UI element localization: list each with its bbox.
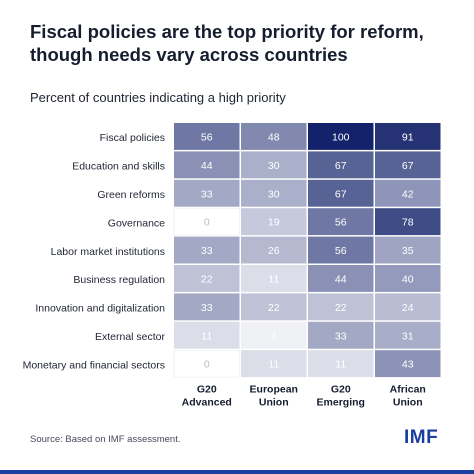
row-label: Governance xyxy=(108,217,165,229)
heatmap-cell xyxy=(241,350,307,378)
cell-value-label: 11 xyxy=(201,330,212,342)
cell-value-label: 40 xyxy=(402,273,414,285)
column-label: African xyxy=(390,384,426,396)
cell-value-label: 0 xyxy=(204,217,210,229)
heatmap-cell xyxy=(308,350,374,378)
cell-value-label: 56 xyxy=(201,131,213,143)
cell-value-label: 33 xyxy=(201,188,213,200)
heatmap-cell xyxy=(241,236,307,264)
heatmap-cell xyxy=(241,321,307,349)
row-label: External sector xyxy=(95,331,166,343)
cell-value-label: 30 xyxy=(268,160,280,172)
cell-value-label: 44 xyxy=(335,273,347,285)
chart-title: Fiscal policies are the top priority for… xyxy=(30,21,424,65)
column-label: Union xyxy=(393,397,423,409)
cell-value-label: 35 xyxy=(402,245,414,257)
heatmap-cell xyxy=(174,151,240,179)
heatmap-cell xyxy=(174,321,240,349)
heatmap-cell xyxy=(241,151,307,179)
row-label: Monetary and financial sectors xyxy=(23,359,165,371)
cell-value-label: 26 xyxy=(268,245,280,257)
heatmap-cell xyxy=(375,151,441,179)
heatmap-cell xyxy=(241,208,307,236)
heatmap-cell xyxy=(308,151,374,179)
heatmap-cell xyxy=(308,123,374,150)
cell-value-label: 56 xyxy=(335,217,347,229)
cell-value-label: 33 xyxy=(335,330,347,342)
cell-value-label: 11 xyxy=(268,273,279,285)
heatmap-cell xyxy=(308,179,374,207)
row-label: Green reforms xyxy=(97,189,165,201)
heatmap-cell xyxy=(375,321,441,349)
row-label: Business regulation xyxy=(73,274,165,286)
heatmap-cell xyxy=(308,236,374,264)
heatmap-cell xyxy=(375,350,441,378)
chart-subtitle: Percent of countries indicating a high p… xyxy=(30,90,286,105)
heatmap-cell xyxy=(308,265,374,292)
cell-value-label: 78 xyxy=(402,217,414,229)
heatmap-cell xyxy=(241,293,307,321)
heatmap-cell xyxy=(375,265,441,292)
row-label: Fiscal policies xyxy=(100,132,165,144)
cell-value-label: 43 xyxy=(402,359,414,371)
cell-value-label: 31 xyxy=(402,330,414,342)
cell-value-label: 48 xyxy=(268,131,280,143)
row-label: Innovation and digitalization xyxy=(35,303,165,315)
column-label: Advanced xyxy=(182,397,232,409)
heatmap-cell xyxy=(173,349,240,378)
heatmap-cell xyxy=(375,123,441,150)
cell-value-label: 11 xyxy=(335,359,346,371)
heatmap-cell xyxy=(174,123,240,150)
heatmap-cell xyxy=(308,321,374,349)
cell-value-label: 4 xyxy=(271,330,277,342)
cell-value-label: 33 xyxy=(201,245,213,257)
cell-value-label: 42 xyxy=(402,188,414,200)
row-label: Labor market institutions xyxy=(51,246,165,258)
cell-value-label: 67 xyxy=(335,160,347,172)
heatmap-cell xyxy=(375,236,441,264)
cell-value-label: 33 xyxy=(201,302,213,314)
cell-value-label: 19 xyxy=(268,217,280,229)
heatmap-cell xyxy=(174,179,240,207)
heatmap-cell xyxy=(241,123,307,150)
heatmap-cell xyxy=(174,265,240,292)
heatmap-cell xyxy=(375,208,441,236)
column-label: European xyxy=(250,384,298,396)
column-label: Emerging xyxy=(317,397,365,409)
cell-value-label: 30 xyxy=(268,188,280,200)
source-note: Source: Based on IMF assessment. xyxy=(30,434,181,445)
heatmap-cell xyxy=(241,265,307,292)
heatmap-cell xyxy=(173,207,240,236)
heatmap-cell xyxy=(308,208,374,236)
cell-value-label: 22 xyxy=(335,302,347,314)
heatmap-cell xyxy=(375,179,441,207)
cell-value-label: 91 xyxy=(402,131,414,143)
cell-value-label: 67 xyxy=(335,188,347,200)
cell-value-label: 100 xyxy=(332,131,350,143)
row-label: Education and skills xyxy=(72,161,165,173)
heatmap-cell xyxy=(375,293,441,321)
cell-value-label: 67 xyxy=(402,160,414,172)
heatmap-cell xyxy=(241,179,307,207)
cell-value-label: 44 xyxy=(201,160,213,172)
heatmap-cell xyxy=(174,293,240,321)
column-label: Union xyxy=(259,397,289,409)
cell-value-label: 22 xyxy=(201,273,213,285)
imf-logo: IMF xyxy=(404,427,439,448)
heatmap-cell xyxy=(174,236,240,264)
cell-value-label: 22 xyxy=(268,302,280,314)
cell-value-label: 24 xyxy=(402,302,414,314)
column-label: G20 xyxy=(331,384,351,396)
bottom-rule xyxy=(0,470,474,474)
cell-value-label: 11 xyxy=(268,359,279,371)
column-label: G20 xyxy=(197,384,217,396)
cell-value-label: 56 xyxy=(335,245,347,257)
cell-value-label: 0 xyxy=(204,359,210,371)
heatmap-cell xyxy=(308,293,374,321)
